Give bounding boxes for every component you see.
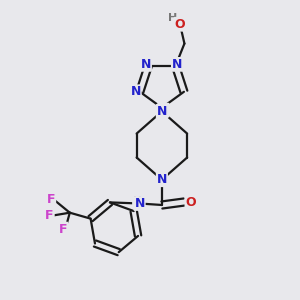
Text: H: H bbox=[168, 13, 177, 23]
Text: N: N bbox=[134, 197, 145, 210]
Text: O: O bbox=[185, 196, 196, 208]
Text: N: N bbox=[158, 104, 169, 117]
Text: H: H bbox=[133, 196, 142, 206]
Text: N: N bbox=[157, 105, 167, 118]
Text: F: F bbox=[47, 193, 55, 206]
Text: N: N bbox=[157, 173, 167, 186]
Text: F: F bbox=[59, 223, 67, 236]
Text: O: O bbox=[175, 18, 185, 31]
Text: F: F bbox=[45, 209, 54, 222]
Text: N: N bbox=[130, 85, 141, 98]
Text: N: N bbox=[172, 58, 182, 71]
Text: N: N bbox=[141, 58, 151, 71]
